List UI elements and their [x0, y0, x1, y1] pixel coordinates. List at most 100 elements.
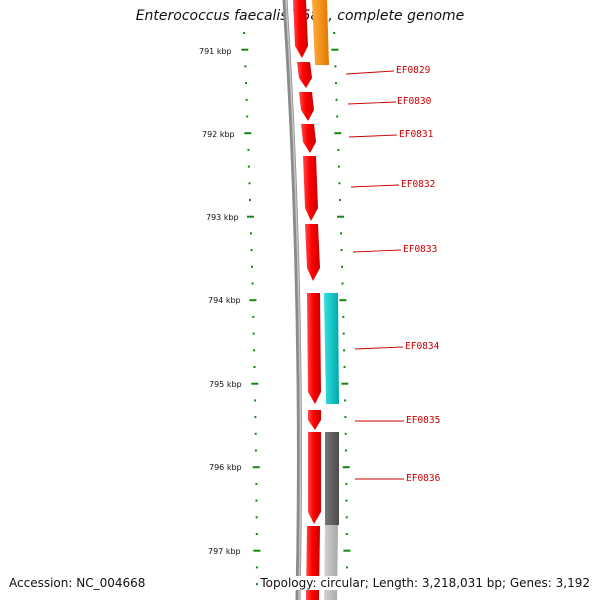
- minor-tick: [253, 349, 256, 352]
- minor-tick: [245, 98, 248, 101]
- cds-arrow[interactable]: [299, 92, 314, 121]
- minor-tick: [335, 82, 337, 85]
- minor-tick: [344, 399, 347, 402]
- minor-tick: [250, 249, 253, 252]
- minor-tick: [246, 115, 249, 118]
- minor-tick: [245, 82, 247, 85]
- minor-tick: [340, 249, 343, 252]
- major-tick: [241, 48, 249, 51]
- cds-arrow[interactable]: [307, 293, 321, 404]
- minor-tick: [341, 265, 343, 268]
- minor-tick: [249, 199, 251, 201]
- cog-feature-cyan[interactable]: [324, 293, 339, 404]
- gene-label-ef0829[interactable]: EF0829: [396, 65, 431, 76]
- minor-tick: [345, 482, 348, 485]
- minor-tick: [342, 315, 345, 318]
- minor-tick: [337, 148, 340, 151]
- kbp-label: 797 kbp: [208, 547, 241, 556]
- minor-tick: [335, 98, 338, 101]
- kbp-label: 794 kbp: [208, 296, 241, 305]
- cds-arrow[interactable]: [305, 224, 320, 281]
- outer-scale-ticks: [331, 32, 351, 586]
- gene-leader-line: [345, 70, 395, 75]
- major-tick: [331, 48, 339, 51]
- kbp-label: 792 kbp: [202, 130, 235, 139]
- minor-tick: [342, 332, 345, 335]
- minor-tick: [343, 349, 346, 352]
- kbp-label: 795 kbp: [209, 380, 242, 389]
- cds-arrow[interactable]: [293, 0, 308, 58]
- major-tick: [251, 382, 259, 385]
- minor-tick: [255, 566, 258, 569]
- minor-tick: [251, 265, 253, 268]
- gene-leader-line: [347, 101, 397, 105]
- major-tick: [252, 466, 260, 469]
- minor-tick: [341, 282, 344, 285]
- backbone-ring: [282, 0, 302, 600]
- cds-arrow[interactable]: [297, 62, 312, 88]
- minor-tick: [343, 366, 346, 368]
- minor-tick: [344, 416, 347, 419]
- genome-info-label: Topology: circular; Length: 3,218,031 bp…: [258, 576, 590, 590]
- gene-leader-line: [352, 249, 402, 253]
- minor-tick: [254, 399, 257, 402]
- major-tick: [249, 299, 257, 302]
- minor-tick: [337, 165, 340, 168]
- cog-feature-dark-gray[interactable]: [325, 432, 339, 525]
- accession-label: Accession: NC_004668: [9, 576, 146, 590]
- major-tick: [337, 215, 344, 218]
- cds-arrow[interactable]: [308, 410, 321, 430]
- minor-tick: [244, 65, 247, 68]
- gene-label-ef0836[interactable]: EF0836: [406, 473, 441, 484]
- kbp-label: 791 kbp: [199, 47, 232, 56]
- gene-leader-line: [348, 134, 398, 138]
- gene-leader-line: [350, 184, 400, 188]
- minor-tick: [252, 315, 255, 318]
- major-tick: [341, 382, 349, 385]
- cds-arrow[interactable]: [301, 124, 316, 153]
- minor-tick: [255, 499, 258, 502]
- minor-tick: [255, 533, 258, 535]
- kbp-label: 793 kbp: [206, 213, 239, 222]
- minor-tick: [340, 232, 342, 235]
- gene-label-ef0832[interactable]: EF0832: [401, 179, 435, 190]
- minor-tick: [248, 182, 251, 185]
- minor-tick: [250, 232, 252, 235]
- minor-tick: [252, 332, 255, 335]
- minor-tick: [345, 499, 348, 502]
- kbp-label: 796 kbp: [209, 463, 242, 472]
- minor-tick: [345, 533, 348, 535]
- minor-tick: [333, 32, 336, 34]
- gene-label-ef0834[interactable]: EF0834: [405, 341, 440, 352]
- major-tick: [253, 549, 261, 552]
- minor-tick: [255, 516, 258, 519]
- minor-tick: [254, 416, 257, 419]
- cds-arrow[interactable]: [303, 156, 318, 221]
- major-tick: [334, 132, 342, 135]
- cds-track: [293, 0, 321, 600]
- major-tick: [342, 466, 350, 469]
- minor-tick: [344, 432, 347, 435]
- minor-tick: [255, 482, 258, 485]
- minor-tick: [344, 449, 347, 452]
- major-tick: [244, 132, 252, 135]
- major-tick: [339, 299, 347, 302]
- minor-tick: [338, 182, 341, 185]
- gene-label-ef0835[interactable]: EF0835: [406, 415, 440, 426]
- minor-tick: [254, 449, 257, 452]
- gene-label-ef0831[interactable]: EF0831: [399, 129, 434, 140]
- minor-tick: [345, 516, 348, 519]
- minor-tick: [254, 432, 257, 435]
- major-tick: [247, 215, 254, 218]
- inner-scale-ticks: [241, 32, 261, 586]
- gene-label-ef0830[interactable]: EF0830: [397, 96, 432, 107]
- gene-label-ef0833[interactable]: EF0833: [403, 244, 437, 255]
- cds-arrow[interactable]: [308, 432, 321, 524]
- minor-tick: [251, 282, 254, 285]
- minor-tick: [247, 148, 250, 151]
- cog-feature-orange[interactable]: [312, 0, 329, 65]
- minor-tick: [253, 366, 256, 368]
- minor-tick: [256, 583, 258, 586]
- minor-tick: [243, 32, 246, 34]
- minor-tick: [339, 199, 341, 201]
